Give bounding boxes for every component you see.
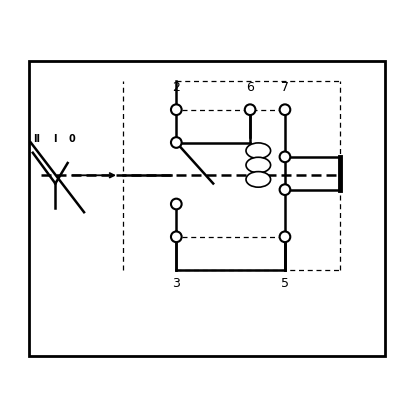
Circle shape	[279, 185, 290, 196]
Circle shape	[279, 152, 290, 163]
Text: 5: 5	[280, 276, 288, 289]
Circle shape	[244, 105, 255, 116]
Ellipse shape	[245, 158, 270, 173]
Ellipse shape	[245, 172, 270, 188]
Bar	[29, 61, 384, 356]
Circle shape	[279, 105, 290, 116]
Text: I: I	[54, 133, 57, 143]
Text: 0: 0	[68, 133, 75, 143]
Text: II: II	[33, 133, 40, 143]
Ellipse shape	[245, 144, 270, 159]
Circle shape	[171, 105, 181, 116]
Circle shape	[279, 232, 290, 243]
Text: 2: 2	[172, 81, 180, 94]
Text: 6: 6	[245, 81, 254, 94]
Text: 7: 7	[280, 81, 288, 94]
Circle shape	[171, 199, 181, 210]
Circle shape	[171, 232, 181, 243]
Circle shape	[171, 138, 181, 148]
Text: 3: 3	[172, 276, 180, 289]
